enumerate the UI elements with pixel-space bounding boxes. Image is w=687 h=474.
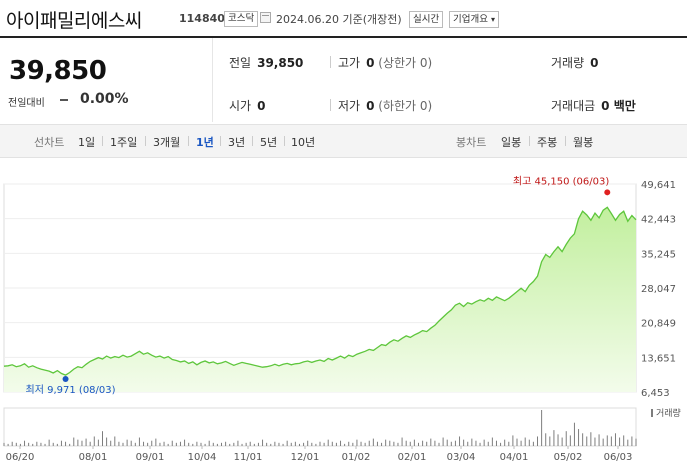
- y-tick-label: 6,453: [641, 388, 670, 399]
- prev-close-value: 39,850: [257, 56, 304, 70]
- header-divider: [0, 36, 687, 38]
- y-tick-label: 28,047: [641, 284, 676, 295]
- volume-label: 거래량: [551, 56, 585, 70]
- change-label: 전일대비: [8, 98, 45, 109]
- chart-tabs: 선차트 1일 1주일 3개월 1년 3년 5년 10년 봉차트 일봉 주봉 월봉: [0, 124, 687, 158]
- high-value: 0: [366, 56, 375, 70]
- x-tick-label: 06/03: [604, 452, 633, 463]
- price-area: [3, 206, 637, 392]
- open-label: 시가: [229, 99, 252, 113]
- price-chart-svg: 거래량 49,641 42,443 35,245 28,047 20,849 13,651…: [3, 175, 681, 463]
- realtime-button[interactable]: 실시간: [409, 11, 444, 28]
- x-tick-label: 09/01: [136, 452, 165, 463]
- day-low: 저가 0 (하한가 0): [338, 97, 432, 114]
- date-value: 2024.06.20: [276, 13, 339, 26]
- y-tick-label: 49,641: [641, 180, 676, 191]
- low-value: 0: [366, 99, 375, 113]
- cell-divider: [330, 56, 331, 68]
- tab-weekly[interactable]: 주봉: [537, 136, 558, 149]
- y-axis-ticks: 49,641 42,443 35,245 28,047 20,849 13,651 6,45…: [641, 180, 676, 399]
- cell-divider: [330, 99, 331, 111]
- stock-header: 아이패밀리에스씨 114840 코스닥 2024.06.20 기준(개장전) 실…: [0, 0, 687, 36]
- day-high: 고가 0 (상한가 0): [338, 54, 432, 71]
- x-axis-ticks: 06/20 08/01 09/01 10/04 11/01 12/01 01/02 02/01…: [6, 446, 633, 463]
- company-overview-dropdown[interactable]: 기업개요 ▾: [449, 11, 500, 28]
- chevron-down-icon: ▾: [491, 15, 496, 24]
- stock-code: 114840: [179, 12, 225, 25]
- open-value: 0: [257, 99, 266, 113]
- high-annotation: 최고 45,150 (06/03): [513, 175, 609, 187]
- tab-1y[interactable]: 1년: [196, 136, 214, 149]
- tab-divider: [188, 136, 189, 146]
- tab-10y[interactable]: 10년: [291, 136, 316, 149]
- tab-1w[interactable]: 1주일: [110, 136, 138, 149]
- prev-close: 전일 39,850: [229, 54, 303, 71]
- prev-close-label: 전일: [229, 56, 252, 70]
- high-marker: [604, 189, 611, 196]
- price-area-fill: [4, 207, 636, 392]
- tab-3m[interactable]: 3개월: [153, 136, 181, 149]
- day-open: 시가 0: [229, 97, 265, 114]
- trade-amount: 거래대금 0 백만: [551, 97, 636, 114]
- quote-panel: 39,850 전일대비 0 0.00% 전일 39,850 고가 0 (상한가 0)…: [0, 38, 687, 122]
- y-tick-label: 20,849: [641, 319, 676, 330]
- calendar-icon: [260, 12, 271, 23]
- tab-divider: [529, 136, 530, 146]
- volume-value: 0: [590, 56, 599, 70]
- lower-limit: (하한가 0): [378, 99, 433, 113]
- y-tick-label: 42,443: [641, 215, 676, 226]
- tab-divider: [220, 136, 221, 146]
- x-tick-label: 08/01: [79, 452, 108, 463]
- day-volume: 거래량 0: [551, 54, 598, 71]
- tab-divider: [284, 136, 285, 146]
- chart-annotations: 최고 45,150 (06/03) 최저 9,971 (08/03): [26, 175, 611, 396]
- y-tick-label: 13,651: [641, 353, 676, 364]
- quote-separator: [212, 38, 213, 122]
- amount-value: 0 백만: [601, 99, 636, 113]
- price-chart: 거래량 49,641 42,443 35,245 28,047 20,849 13,651…: [0, 160, 687, 470]
- tab-1d[interactable]: 1일: [78, 136, 96, 149]
- unchanged-icon: [60, 99, 68, 101]
- x-tick-label: 11/01: [234, 452, 263, 463]
- date-basis: 기준(개장전): [342, 13, 402, 26]
- amount-label: 거래대금: [551, 99, 596, 113]
- stock-name: 아이패밀리에스씨: [6, 10, 142, 32]
- low-marker: [62, 376, 69, 383]
- volume-bars: 거래량: [3, 407, 681, 446]
- x-tick-label: 12/01: [291, 452, 320, 463]
- x-tick-label: 10/04: [188, 452, 217, 463]
- x-tick-label: 05/02: [554, 452, 583, 463]
- tab-monthly[interactable]: 월봉: [573, 136, 594, 149]
- current-price: 39,850: [9, 56, 107, 86]
- low-annotation: 최저 9,971 (08/03): [26, 384, 116, 396]
- low-label: 저가: [338, 99, 361, 113]
- y-tick-label: 35,245: [641, 249, 676, 260]
- tab-3y[interactable]: 3년: [228, 136, 246, 149]
- x-tick-label: 06/20: [6, 452, 35, 463]
- x-tick-label: 03/04: [447, 452, 476, 463]
- x-tick-label: 04/01: [500, 452, 529, 463]
- tab-divider: [102, 136, 103, 146]
- quote-date: 2024.06.20 기준(개장전): [276, 11, 402, 27]
- market-badge: 코스닥: [224, 11, 259, 27]
- change-percent: 0.00%: [80, 91, 129, 107]
- x-tick-label: 02/01: [398, 452, 427, 463]
- volume-legend: 거래량: [656, 407, 681, 419]
- volume-legend-icon: [651, 409, 653, 417]
- tab-daily[interactable]: 일봉: [501, 136, 522, 149]
- upper-limit: (상한가 0): [378, 56, 433, 70]
- price-line: [3, 206, 637, 376]
- tab-divider: [565, 136, 566, 146]
- line-chart-label: 선차트: [34, 136, 65, 149]
- tab-divider: [252, 136, 253, 146]
- x-tick-label: 01/02: [342, 452, 371, 463]
- tab-5y[interactable]: 5년: [260, 136, 278, 149]
- company-overview-label: 기업개요: [453, 14, 488, 25]
- high-label: 고가: [338, 56, 361, 70]
- tab-divider: [145, 136, 146, 146]
- candle-chart-label: 봉차트: [456, 136, 487, 149]
